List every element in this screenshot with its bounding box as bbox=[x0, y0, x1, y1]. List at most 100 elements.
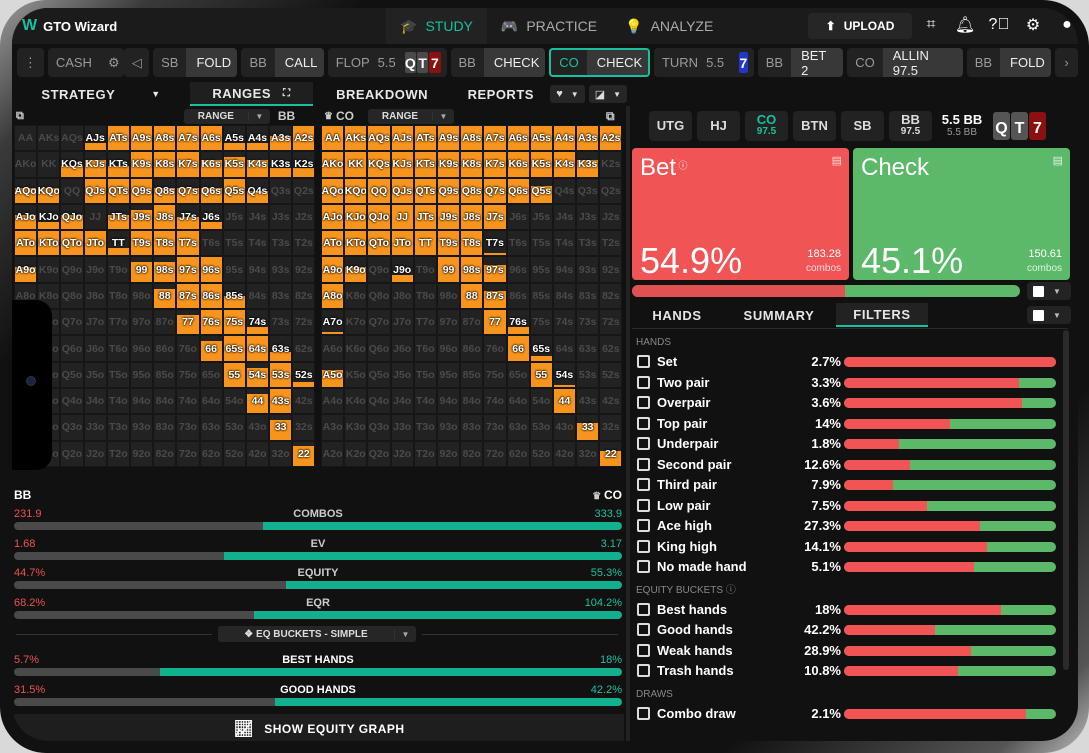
hand-cell[interactable]: A5s bbox=[222, 125, 246, 152]
filter-checkbox[interactable] bbox=[637, 539, 650, 553]
hand-cell[interactable]: AKs bbox=[344, 125, 368, 152]
hand-cell[interactable]: A9s bbox=[436, 125, 461, 152]
hand-cell[interactable]: K7s bbox=[176, 151, 200, 178]
hand-cell[interactable]: T6o bbox=[413, 335, 437, 362]
hand-cell[interactable]: KK bbox=[37, 151, 61, 178]
hand-cell[interactable]: QQ bbox=[60, 177, 84, 204]
hand-cell[interactable]: 92o bbox=[436, 440, 461, 467]
hand-cell[interactable]: K9s bbox=[129, 151, 154, 178]
flop-chip[interactable]: FLOP 5.5 Q T 7 bbox=[327, 48, 447, 77]
filter-checkbox[interactable] bbox=[637, 437, 650, 450]
hand-cell[interactable]: Q2o bbox=[60, 440, 84, 467]
hand-cell[interactable]: A9o bbox=[321, 256, 345, 283]
hand-cell[interactable]: K9o bbox=[344, 256, 368, 283]
hand-cell[interactable]: K5o bbox=[344, 361, 368, 388]
hand-cell[interactable]: 77 bbox=[176, 309, 200, 336]
filter-checkbox[interactable] bbox=[637, 396, 650, 409]
hand-cell[interactable]: 76s bbox=[199, 309, 223, 336]
hand-cell[interactable]: K2s bbox=[292, 151, 316, 178]
hand-cell[interactable]: QQ bbox=[367, 177, 391, 204]
hand-cell[interactable]: KJs bbox=[390, 151, 414, 178]
hand-cell[interactable]: J5o bbox=[83, 361, 107, 388]
hand-cell[interactable]: 97o bbox=[129, 309, 154, 336]
hand-cell[interactable]: 82o bbox=[153, 440, 177, 467]
hand-cell[interactable]: 94s bbox=[552, 256, 577, 283]
tab-breakdown[interactable]: BREAKDOWN bbox=[313, 82, 452, 106]
hand-cell[interactable]: K7o bbox=[344, 309, 368, 336]
filter-checkbox[interactable] bbox=[637, 416, 650, 430]
position-hj[interactable]: HJ bbox=[697, 111, 740, 141]
help-icon[interactable]: ⓘ bbox=[676, 160, 688, 171]
hand-cell[interactable]: K8s bbox=[460, 151, 484, 178]
hand-cell[interactable]: T2s bbox=[599, 230, 623, 257]
hand-cell[interactable]: AQs bbox=[367, 125, 391, 152]
hand-cell[interactable]: Q3o bbox=[60, 414, 84, 441]
hand-cell[interactable]: T7o bbox=[106, 309, 130, 336]
filter-row[interactable]: Ace high 27.3% bbox=[636, 516, 1061, 537]
hand-cell[interactable]: 86s bbox=[199, 282, 223, 310]
hand-cell[interactable]: A7o bbox=[321, 309, 345, 336]
filter-checkbox[interactable] bbox=[637, 560, 650, 573]
hand-cell[interactable]: K4s bbox=[552, 151, 577, 178]
hand-cell[interactable]: 97s bbox=[176, 256, 200, 283]
hand-cell[interactable]: 95s bbox=[222, 256, 246, 283]
hand-cell[interactable]: T3o bbox=[413, 414, 437, 441]
action-check-card[interactable]: Check ▤ 45.1% 150.61 combos bbox=[853, 148, 1070, 281]
hand-cell[interactable]: 62s bbox=[599, 335, 623, 362]
hand-cell[interactable]: A6o bbox=[321, 335, 345, 362]
hand-cell[interactable]: K3s bbox=[269, 151, 293, 178]
nav-tab-study[interactable]: 🎓 STUDY bbox=[386, 8, 487, 44]
hand-cell[interactable]: Q4s bbox=[245, 177, 270, 204]
upload-button[interactable]: ⬆ UPLOAD bbox=[808, 13, 912, 39]
hand-cell[interactable]: 76o bbox=[176, 335, 200, 362]
hand-cell[interactable]: J8s bbox=[460, 203, 484, 231]
hand-cell[interactable]: Q8s bbox=[153, 177, 177, 204]
hand-cell[interactable]: 86s bbox=[506, 282, 530, 310]
hand-cell[interactable]: 98s bbox=[153, 256, 177, 283]
hand-cell[interactable]: Q6o bbox=[60, 335, 84, 362]
hand-cell[interactable]: 53o bbox=[222, 414, 246, 441]
filter-checkbox[interactable] bbox=[637, 643, 650, 657]
hand-cell[interactable]: 92o bbox=[129, 440, 154, 467]
hand-cell[interactable]: 85s bbox=[222, 282, 246, 310]
filter-row[interactable]: No made hand 5.1% bbox=[636, 557, 1061, 578]
hand-cell[interactable]: 87o bbox=[153, 309, 177, 336]
display-mode-dropdown[interactable]: ◪ ▼ bbox=[588, 85, 628, 103]
hand-cell[interactable]: Q7s bbox=[483, 177, 507, 204]
hand-cell[interactable]: 93s bbox=[269, 256, 293, 283]
position-utg[interactable]: UTG bbox=[649, 111, 692, 141]
hand-cell[interactable]: AJs bbox=[83, 125, 107, 152]
hand-cell[interactable]: 96o bbox=[436, 335, 461, 362]
action-chip[interactable]: BB CHECK bbox=[450, 48, 546, 77]
hand-cell[interactable]: 73s bbox=[576, 309, 600, 336]
hand-cell[interactable]: A6s bbox=[199, 125, 223, 152]
app-logo[interactable]: W GTO Wizard bbox=[22, 17, 117, 35]
hand-cell[interactable]: Q4o bbox=[367, 387, 391, 415]
hand-cell[interactable]: T4o bbox=[413, 387, 437, 415]
hand-cell[interactable]: 53s bbox=[576, 361, 600, 388]
hand-cell[interactable]: J6s bbox=[199, 203, 223, 231]
filter-row[interactable]: King high 14.1% bbox=[636, 537, 1061, 558]
hand-cell[interactable]: 44 bbox=[552, 387, 577, 415]
hand-cell[interactable]: T2o bbox=[413, 440, 437, 467]
hand-cell[interactable]: T2o bbox=[106, 440, 130, 467]
hand-cell[interactable]: J3s bbox=[269, 203, 293, 231]
filters-scrollbar[interactable] bbox=[1063, 330, 1069, 670]
hand-cell[interactable]: A8s bbox=[153, 125, 177, 152]
hand-cell[interactable]: AJs bbox=[390, 125, 414, 152]
hand-cell[interactable]: J5s bbox=[529, 203, 553, 231]
hand-cell[interactable]: 76s bbox=[506, 309, 530, 336]
tab-ranges[interactable]: RANGES ⛶ bbox=[190, 82, 313, 106]
hand-cell[interactable]: 77 bbox=[483, 309, 507, 336]
hand-cell[interactable]: 87o bbox=[460, 309, 484, 336]
hand-cell[interactable]: 53s bbox=[269, 361, 293, 388]
help-icon[interactable]: ⓘ bbox=[723, 584, 736, 596]
filter-checkbox[interactable] bbox=[637, 602, 650, 616]
hand-cell[interactable]: J9s bbox=[129, 203, 154, 231]
hand-cell[interactable]: Q2o bbox=[367, 440, 391, 467]
copy-icon[interactable]: ⧉ bbox=[605, 108, 615, 123]
hand-cell[interactable]: KK bbox=[344, 151, 368, 178]
panel-divider[interactable] bbox=[626, 106, 630, 741]
hand-cell[interactable]: KTo bbox=[344, 230, 368, 257]
hand-cell[interactable]: Q4s bbox=[552, 177, 577, 204]
